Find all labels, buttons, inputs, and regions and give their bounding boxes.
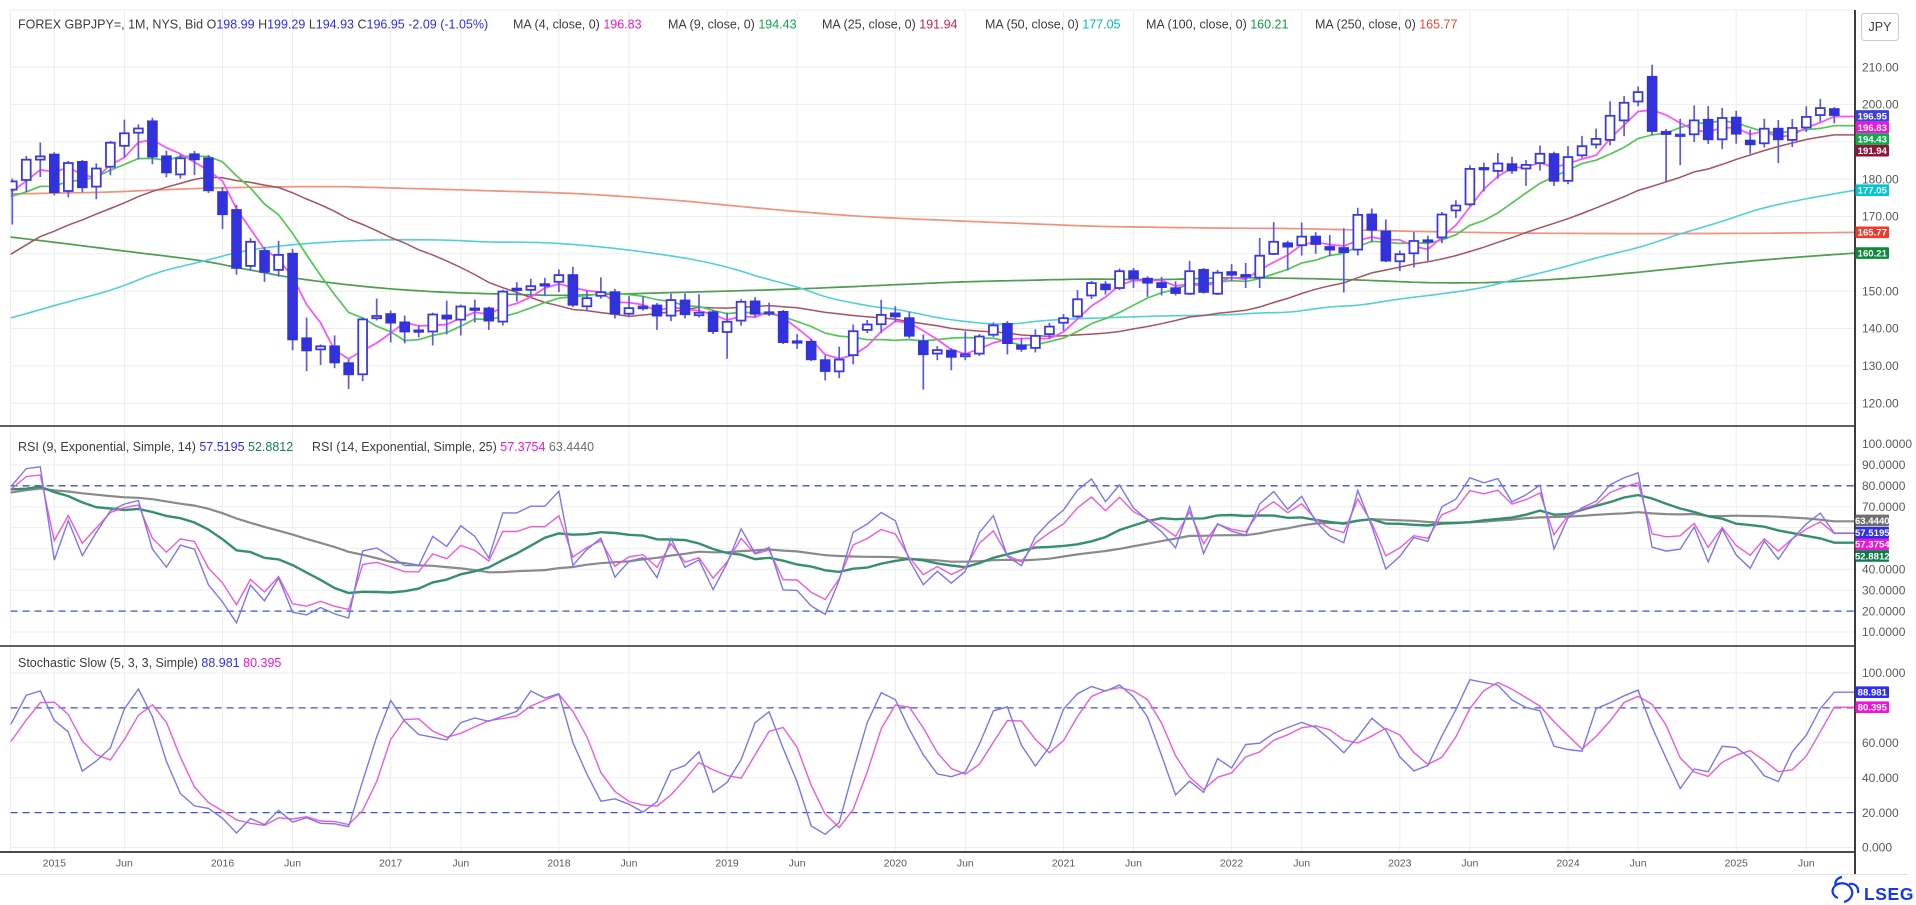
svg-text:2021: 2021: [1052, 858, 1076, 870]
svg-text:2020: 2020: [884, 858, 908, 870]
svg-text:MA (50, close, 0) 177.05: MA (50, close, 0) 177.05: [985, 18, 1121, 32]
svg-text:30.0000: 30.0000: [1862, 583, 1906, 597]
svg-text:2018: 2018: [547, 858, 571, 870]
svg-text:2017: 2017: [379, 858, 403, 870]
svg-text:88.981: 88.981: [1858, 688, 1888, 699]
svg-text:52.8812: 52.8812: [1855, 551, 1890, 562]
svg-text:Jun: Jun: [1125, 858, 1142, 870]
svg-text:Stochastic Slow (5, 3, 3, Simp: Stochastic Slow (5, 3, 3, Simple) 88.981…: [18, 656, 281, 670]
svg-text:177.05: 177.05: [1858, 186, 1888, 197]
svg-text:Jun: Jun: [452, 858, 469, 870]
svg-text:150.00: 150.00: [1862, 284, 1899, 298]
svg-text:196.83: 196.83: [1858, 123, 1887, 134]
svg-text:40.000: 40.000: [1862, 771, 1899, 785]
svg-text:MA (250, close, 0) 165.77: MA (250, close, 0) 165.77: [1315, 18, 1457, 32]
svg-text:Jun: Jun: [116, 858, 133, 870]
svg-text:20.000: 20.000: [1862, 806, 1899, 820]
svg-text:130.00: 130.00: [1862, 359, 1899, 373]
svg-text:Jun: Jun: [1630, 858, 1647, 870]
svg-text:Jun: Jun: [1293, 858, 1310, 870]
svg-text:2023: 2023: [1388, 858, 1412, 870]
svg-text:57.5195: 57.5195: [1855, 528, 1890, 539]
svg-text:10.0000: 10.0000: [1862, 625, 1906, 639]
svg-text:Jun: Jun: [1461, 858, 1478, 870]
svg-text:100.0000: 100.0000: [1862, 437, 1912, 451]
svg-text:2016: 2016: [211, 858, 235, 870]
svg-text:2024: 2024: [1556, 858, 1580, 870]
svg-text:Jun: Jun: [789, 858, 806, 870]
svg-text:180.00: 180.00: [1862, 172, 1899, 186]
svg-text:JPY: JPY: [1869, 20, 1893, 34]
svg-text:Jun: Jun: [284, 858, 301, 870]
svg-text:200.00: 200.00: [1862, 98, 1899, 112]
svg-text:196.95: 196.95: [1858, 111, 1888, 122]
svg-text:2015: 2015: [43, 858, 67, 870]
svg-text:160.21: 160.21: [1858, 249, 1888, 260]
svg-text:MA (100, close, 0) 160.21: MA (100, close, 0) 160.21: [1146, 18, 1288, 32]
svg-text:0.000: 0.000: [1862, 841, 1892, 855]
svg-text:RSI (9, Exponential, Simple, 1: RSI (9, Exponential, Simple, 14) 57.5195…: [18, 440, 594, 454]
svg-text:FOREX GBPJPY=, 1M, NYS, Bid O: FOREX GBPJPY=, 1M, NYS, Bid O198.99 H199…: [18, 18, 488, 32]
svg-text:20.0000: 20.0000: [1862, 604, 1906, 618]
svg-text:194.43: 194.43: [1858, 135, 1887, 146]
svg-text:70.0000: 70.0000: [1862, 500, 1906, 514]
svg-text:80.0000: 80.0000: [1862, 479, 1906, 493]
svg-text:100.000: 100.000: [1862, 666, 1906, 680]
svg-text:MA (4, close, 0) 196.83: MA (4, close, 0) 196.83: [513, 18, 642, 32]
svg-text:191.94: 191.94: [1858, 146, 1888, 157]
svg-text:210.00: 210.00: [1862, 60, 1899, 74]
svg-text:Jun: Jun: [621, 858, 638, 870]
svg-text:90.0000: 90.0000: [1862, 458, 1906, 472]
svg-text:80.395: 80.395: [1858, 703, 1888, 714]
svg-text:40.0000: 40.0000: [1862, 563, 1906, 577]
svg-text:165.77: 165.77: [1858, 228, 1887, 239]
svg-text:MA (9, close, 0) 194.43: MA (9, close, 0) 194.43: [668, 18, 797, 32]
svg-text:120.00: 120.00: [1862, 396, 1899, 410]
svg-text:170.00: 170.00: [1862, 210, 1899, 224]
svg-text:2019: 2019: [715, 858, 739, 870]
svg-text:63.4440: 63.4440: [1855, 516, 1890, 527]
svg-text:MA (25, close, 0) 191.94: MA (25, close, 0) 191.94: [822, 18, 958, 32]
svg-text:60.000: 60.000: [1862, 736, 1899, 750]
svg-text:2022: 2022: [1220, 858, 1244, 870]
svg-text:57.3754: 57.3754: [1855, 540, 1890, 551]
svg-text:2025: 2025: [1725, 858, 1749, 870]
svg-text:LSEG: LSEG: [1864, 884, 1914, 904]
svg-text:Jun: Jun: [1798, 858, 1815, 870]
svg-text:Jun: Jun: [957, 858, 974, 870]
svg-text:140.00: 140.00: [1862, 322, 1899, 336]
